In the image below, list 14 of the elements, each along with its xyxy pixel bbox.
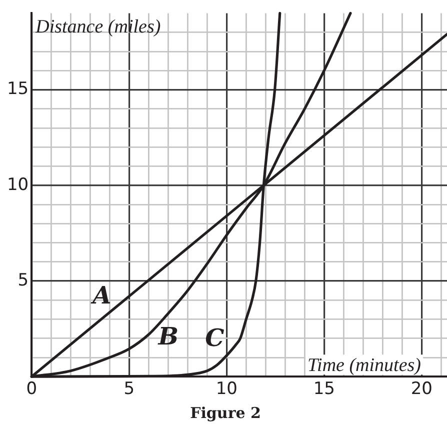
y-axis-title: Distance (miles) [34, 16, 161, 38]
x-axis-title: Time (minutes) [308, 355, 421, 376]
text: Figure 2 [190, 404, 261, 422]
x-tick-label: 15 [313, 379, 335, 400]
y-tick-label: 10 [6, 174, 29, 195]
y-tick-label: 5 [18, 270, 29, 290]
x-tick-label: 0 [26, 379, 38, 400]
series-label: B [157, 321, 179, 350]
series-label: A [90, 280, 112, 310]
x-tick-label: 20 [410, 379, 432, 400]
series-label: C [205, 322, 224, 352]
x-tick-label: 10 [216, 379, 238, 400]
x-tick-label: 5 [124, 379, 135, 400]
y-tick-label: 15 [6, 79, 29, 100]
